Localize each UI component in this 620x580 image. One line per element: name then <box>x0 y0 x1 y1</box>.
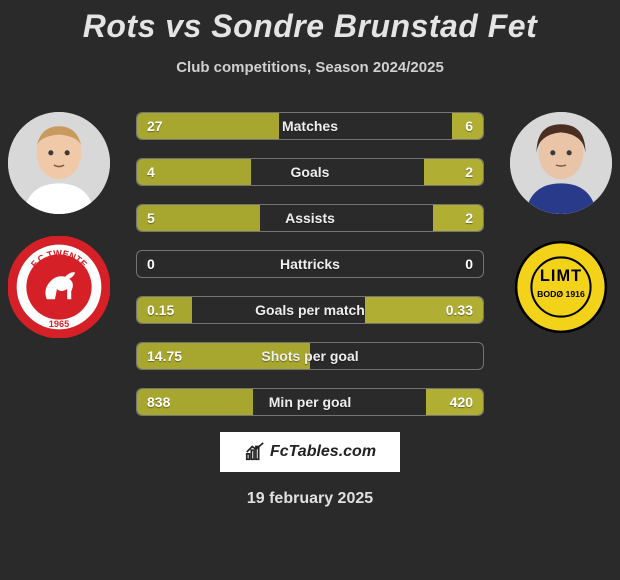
stat-bar-right <box>424 159 483 185</box>
stat-row: 4 Goals 2 <box>136 158 484 186</box>
stat-row: 14.75 Shots per goal <box>136 342 484 370</box>
stat-bar-right <box>433 205 483 231</box>
stat-label: Hattricks <box>280 256 340 272</box>
svg-text:BODØ 1916: BODØ 1916 <box>537 289 585 299</box>
stat-label: Matches <box>282 118 338 134</box>
stat-value-left: 4 <box>147 164 155 180</box>
stat-value-right: 2 <box>465 164 473 180</box>
player1-avatar <box>8 112 110 214</box>
page-subtitle: Club competitions, Season 2024/2025 <box>0 59 620 76</box>
stat-value-right: 2 <box>465 210 473 226</box>
stat-row: 27 Matches 6 <box>136 112 484 140</box>
page-title: Rots vs Sondre Brunstad Fet <box>0 0 620 45</box>
stat-label: Shots per goal <box>261 348 358 364</box>
stat-row: 0.15 Goals per match 0.33 <box>136 296 484 324</box>
stat-value-left: 838 <box>147 394 170 410</box>
stat-bar-left <box>137 205 260 231</box>
stat-bars: 27 Matches 6 4 Goals 2 5 Assists 2 0 Hattricks 0 0.1… <box>136 112 484 434</box>
chart-icon <box>244 441 266 463</box>
club2-badge: LIMT BODØ 1916 <box>510 236 612 338</box>
comparison-area: F.C TWENTE 1965 LIMT BODØ 1916 27 Matches… <box>0 98 620 418</box>
stat-row: 0 Hattricks 0 <box>136 250 484 278</box>
stat-label: Goals <box>291 164 330 180</box>
stat-value-left: 0.15 <box>147 302 174 318</box>
stat-row: 5 Assists 2 <box>136 204 484 232</box>
stat-value-right: 6 <box>465 118 473 134</box>
brand-text: FcTables.com <box>270 443 376 461</box>
stat-label: Assists <box>285 210 335 226</box>
brand-logo[interactable]: FcTables.com <box>220 432 400 472</box>
player2-avatar <box>510 112 612 214</box>
date-label: 19 february 2025 <box>0 490 620 508</box>
stat-value-right: 420 <box>450 394 473 410</box>
svg-text:LIMT: LIMT <box>540 267 582 285</box>
stat-label: Goals per match <box>255 302 365 318</box>
club1-badge: F.C TWENTE 1965 <box>8 236 110 338</box>
svg-text:1965: 1965 <box>49 319 69 329</box>
stat-row: 838 Min per goal 420 <box>136 388 484 416</box>
stat-value-left: 14.75 <box>147 348 182 364</box>
stat-value-left: 27 <box>147 118 163 134</box>
stat-label: Min per goal <box>269 394 351 410</box>
stat-value-left: 0 <box>147 256 155 272</box>
stat-value-right: 0 <box>465 256 473 272</box>
stat-value-right: 0.33 <box>446 302 473 318</box>
stat-value-left: 5 <box>147 210 155 226</box>
